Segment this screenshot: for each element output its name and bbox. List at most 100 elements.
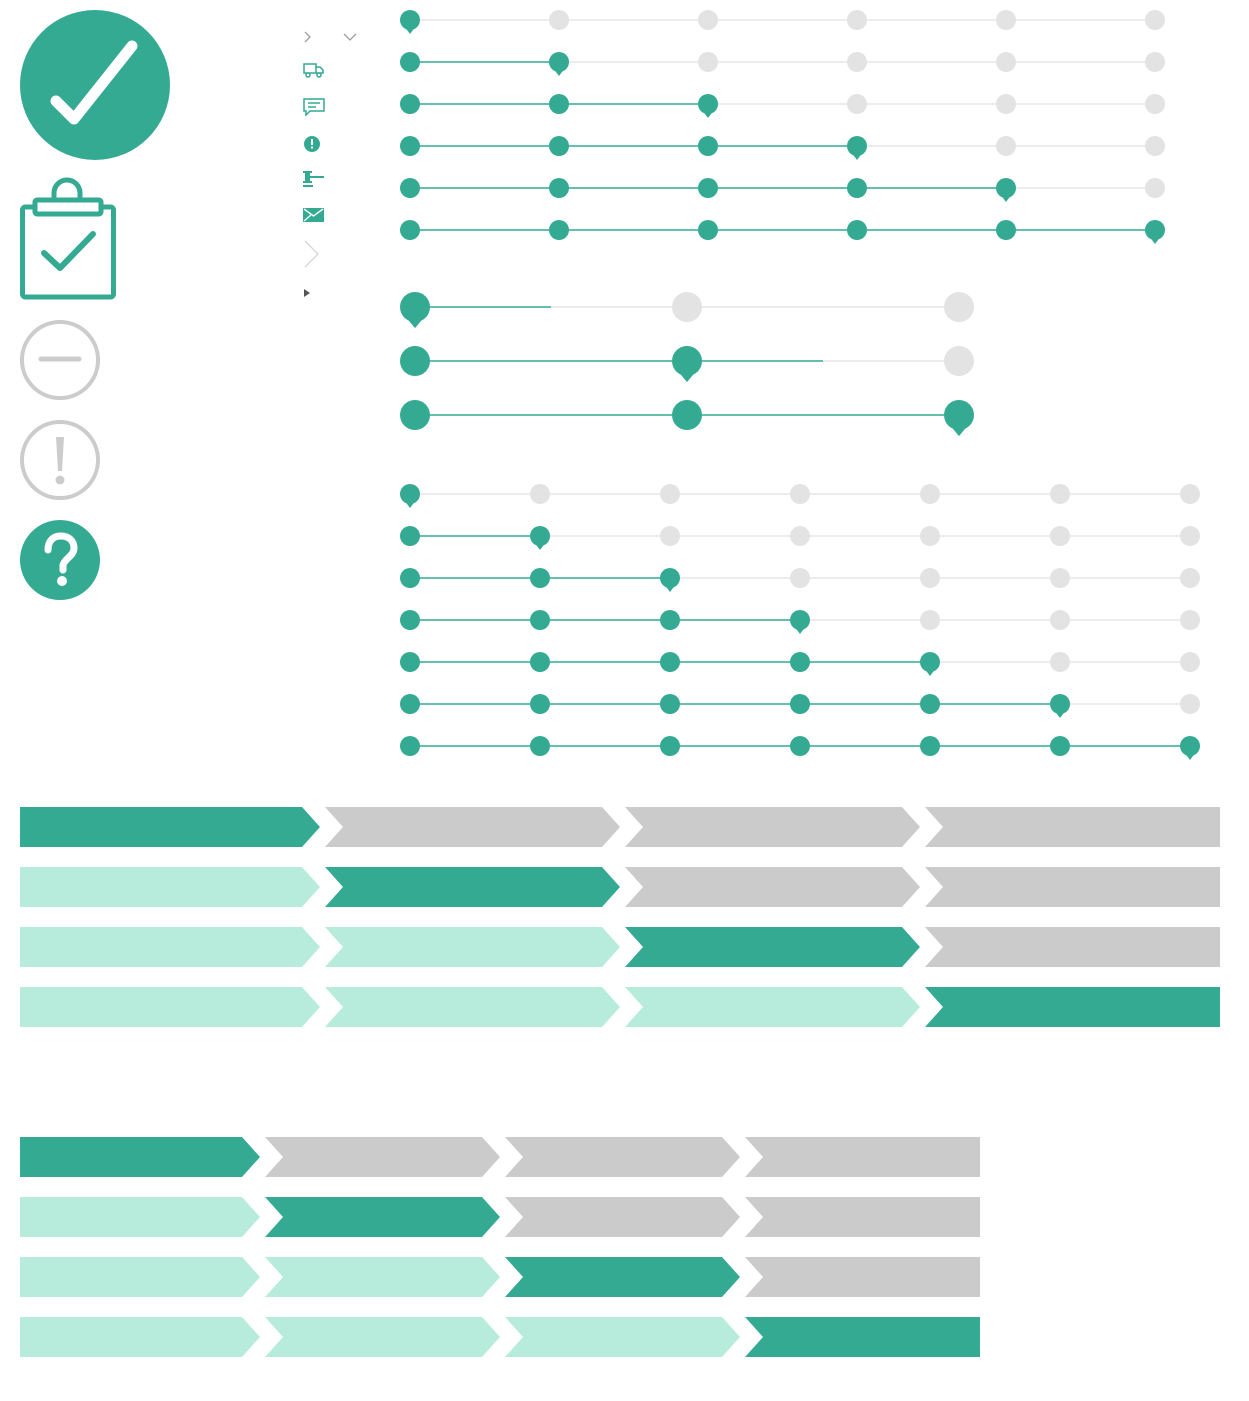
tracker-pending-dot[interactable]: [790, 484, 810, 504]
tracker-pending-dot[interactable]: [1180, 610, 1200, 630]
tracker-complete-dot[interactable]: [790, 694, 810, 714]
tracker-pending-dot[interactable]: [944, 292, 974, 322]
tracker-complete-dot[interactable]: [660, 736, 680, 756]
tracker-current-step-dot[interactable]: [944, 400, 974, 430]
tracker-complete-dot[interactable]: [920, 736, 940, 756]
large-chevron-right-icon[interactable]: [303, 239, 323, 269]
chevron-segment-done[interactable]: [20, 867, 320, 907]
chevron-segment-current[interactable]: [20, 807, 320, 847]
chevron-segment-todo[interactable]: [505, 1137, 740, 1177]
tracker-pending-dot[interactable]: [1145, 10, 1165, 30]
tracker-complete-dot[interactable]: [996, 220, 1016, 240]
tracker-current-step-dot[interactable]: [1050, 694, 1070, 714]
tracker-current-step-dot[interactable]: [920, 652, 940, 672]
tracker-complete-dot[interactable]: [549, 178, 569, 198]
tracker-complete-dot[interactable]: [530, 694, 550, 714]
chevron-segment-todo[interactable]: [625, 867, 920, 907]
tracker-complete-dot[interactable]: [400, 52, 420, 72]
tracker-current-step-dot[interactable]: [698, 94, 718, 114]
tracker-complete-dot[interactable]: [698, 220, 718, 240]
tracker-pending-dot[interactable]: [1050, 568, 1070, 588]
tracker-pending-dot[interactable]: [549, 10, 569, 30]
tracker-complete-dot[interactable]: [549, 136, 569, 156]
tracker-current-step-dot[interactable]: [400, 292, 430, 322]
tracker-complete-dot[interactable]: [847, 220, 867, 240]
chevron-segment-todo[interactable]: [325, 807, 620, 847]
chevron-segment-done[interactable]: [20, 987, 320, 1027]
tracker-complete-dot[interactable]: [400, 610, 420, 630]
tracker-current-step-dot[interactable]: [400, 10, 420, 30]
tracker-pending-dot[interactable]: [920, 610, 940, 630]
chevron-segment-todo[interactable]: [745, 1197, 980, 1237]
chevron-segment-done[interactable]: [265, 1317, 500, 1357]
caret-right-icon[interactable]: [303, 288, 313, 298]
tracker-current-step-dot[interactable]: [1145, 220, 1165, 240]
tracker-complete-dot[interactable]: [1050, 736, 1070, 756]
chevron-segment-done[interactable]: [325, 927, 620, 967]
tracker-complete-dot[interactable]: [790, 652, 810, 672]
tracker-complete-dot[interactable]: [400, 94, 420, 114]
tracker-pending-dot[interactable]: [1145, 94, 1165, 114]
chevron-segment-done[interactable]: [265, 1257, 500, 1297]
tracker-pending-dot[interactable]: [790, 526, 810, 546]
tracker-complete-dot[interactable]: [400, 652, 420, 672]
tracker-complete-dot[interactable]: [530, 610, 550, 630]
tracker-pending-dot[interactable]: [996, 10, 1016, 30]
tracker-complete-dot[interactable]: [400, 526, 420, 546]
tracker-pending-dot[interactable]: [1145, 52, 1165, 72]
tracker-complete-dot[interactable]: [400, 694, 420, 714]
tracker-current-step-dot[interactable]: [549, 52, 569, 72]
tracker-complete-dot[interactable]: [400, 568, 420, 588]
tracker-current-step-dot[interactable]: [790, 610, 810, 630]
chevron-down-icon[interactable]: [343, 32, 357, 42]
tracker-pending-dot[interactable]: [847, 10, 867, 30]
chevron-segment-done[interactable]: [505, 1317, 740, 1357]
tracker-pending-dot[interactable]: [996, 94, 1016, 114]
tracker-pending-dot[interactable]: [1050, 610, 1070, 630]
chevron-segment-done[interactable]: [20, 1257, 260, 1297]
tracker-complete-dot[interactable]: [660, 694, 680, 714]
tracker-complete-dot[interactable]: [549, 220, 569, 240]
chevron-segment-current[interactable]: [20, 1137, 260, 1177]
tracker-pending-dot[interactable]: [847, 94, 867, 114]
tracker-complete-dot[interactable]: [400, 736, 420, 756]
tracker-pending-dot[interactable]: [660, 484, 680, 504]
chevron-segment-done[interactable]: [325, 987, 620, 1027]
chevron-segment-todo[interactable]: [925, 867, 1220, 907]
tracker-complete-dot[interactable]: [530, 568, 550, 588]
tracker-complete-dot[interactable]: [400, 136, 420, 156]
chevron-segment-todo[interactable]: [265, 1137, 500, 1177]
chevron-segment-todo[interactable]: [925, 927, 1220, 967]
tracker-pending-dot[interactable]: [847, 52, 867, 72]
tracker-complete-dot[interactable]: [400, 346, 430, 376]
chevron-segment-done[interactable]: [20, 927, 320, 967]
tracker-pending-dot[interactable]: [920, 568, 940, 588]
chevron-segment-current[interactable]: [925, 987, 1220, 1027]
tracker-complete-dot[interactable]: [698, 178, 718, 198]
chevron-segment-current[interactable]: [625, 927, 920, 967]
tracker-complete-dot[interactable]: [530, 736, 550, 756]
tracker-current-step-dot[interactable]: [400, 484, 420, 504]
tracker-pending-dot[interactable]: [996, 136, 1016, 156]
tracker-current-step-dot[interactable]: [660, 568, 680, 588]
chevron-segment-current[interactable]: [265, 1197, 500, 1237]
tracker-complete-dot[interactable]: [400, 178, 420, 198]
tracker-pending-dot[interactable]: [1180, 568, 1200, 588]
chevron-segment-current[interactable]: [745, 1317, 980, 1357]
tracker-pending-dot[interactable]: [1180, 526, 1200, 546]
tracker-pending-dot[interactable]: [1145, 136, 1165, 156]
chevron-segment-todo[interactable]: [625, 807, 920, 847]
chevron-segment-done[interactable]: [625, 987, 920, 1027]
tracker-current-step-dot[interactable]: [1180, 736, 1200, 756]
tracker-pending-dot[interactable]: [1145, 178, 1165, 198]
tracker-pending-dot[interactable]: [920, 484, 940, 504]
tracker-complete-dot[interactable]: [400, 400, 430, 430]
tracker-complete-dot[interactable]: [847, 178, 867, 198]
tracker-pending-dot[interactable]: [920, 526, 940, 546]
tracker-complete-dot[interactable]: [400, 220, 420, 240]
tracker-pending-dot[interactable]: [530, 484, 550, 504]
chevron-segment-current[interactable]: [505, 1257, 740, 1297]
tracker-complete-dot[interactable]: [530, 652, 550, 672]
chevron-segment-done[interactable]: [20, 1317, 260, 1357]
tracker-complete-dot[interactable]: [660, 610, 680, 630]
